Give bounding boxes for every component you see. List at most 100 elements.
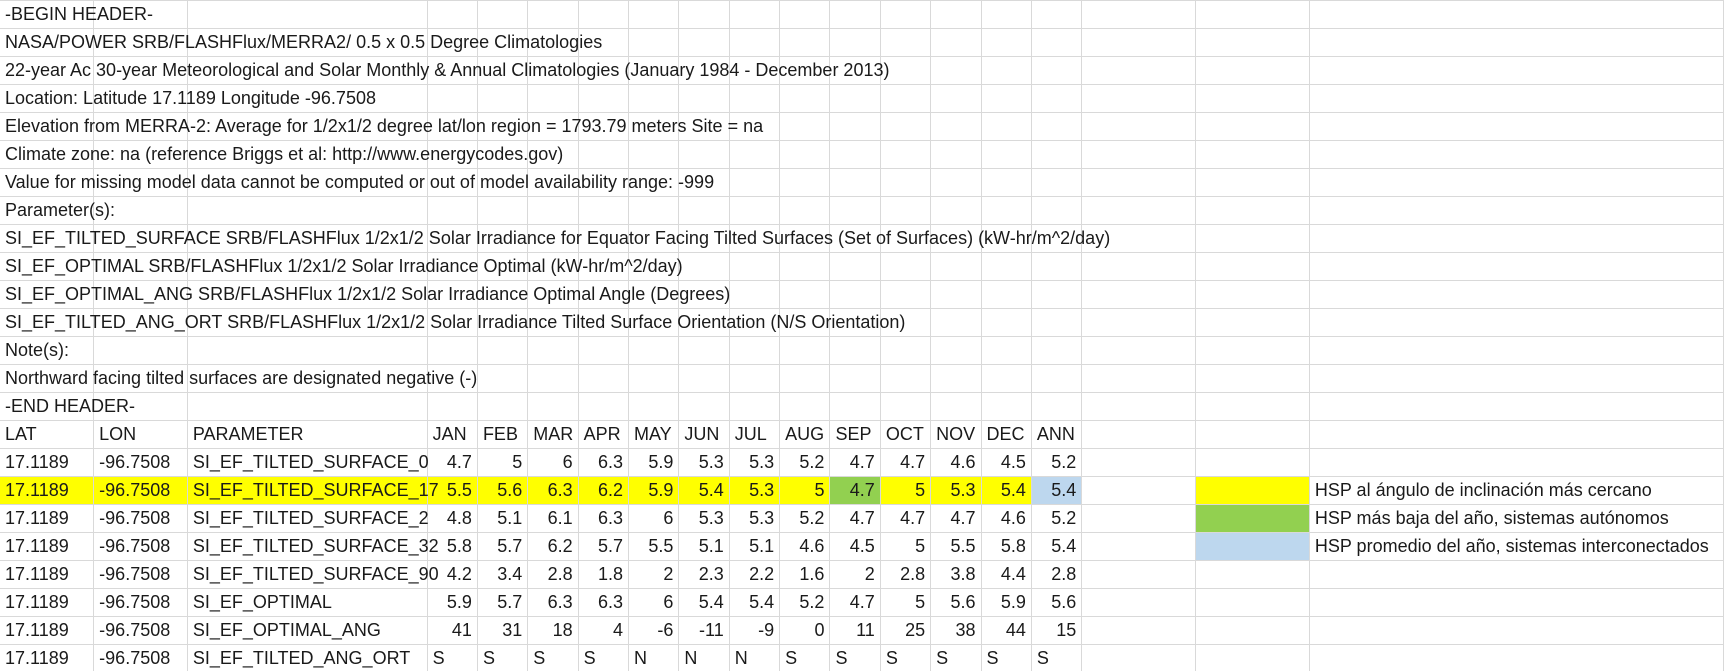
cell[interactable] xyxy=(1081,196,1197,225)
data-cell[interactable]: 5.3 xyxy=(729,504,781,533)
cell[interactable] xyxy=(93,336,188,365)
cell[interactable] xyxy=(1081,588,1197,617)
data-cell[interactable]: 38 xyxy=(930,616,982,645)
cell[interactable] xyxy=(477,224,529,253)
cell[interactable] xyxy=(880,308,932,337)
cell[interactable] xyxy=(1081,504,1197,533)
cell[interactable] xyxy=(779,140,831,169)
data-cell[interactable]: SI_EF_TILTED_ANG_ORT xyxy=(187,644,428,671)
cell[interactable] xyxy=(729,280,781,309)
cell[interactable] xyxy=(829,308,881,337)
cell[interactable] xyxy=(829,168,881,197)
data-cell[interactable]: 6.2 xyxy=(578,476,630,505)
cell[interactable] xyxy=(578,280,630,309)
cell[interactable] xyxy=(880,0,932,29)
cell[interactable] xyxy=(981,112,1032,141)
cell[interactable] xyxy=(1195,336,1310,365)
data-cell[interactable]: 5.6 xyxy=(1031,588,1083,617)
cell[interactable] xyxy=(1195,196,1310,225)
data-cell[interactable]: 5.4 xyxy=(1031,476,1083,505)
cell[interactable] xyxy=(1195,448,1310,477)
cell[interactable] xyxy=(427,140,478,169)
data-cell[interactable]: -96.7508 xyxy=(93,560,188,589)
cell[interactable] xyxy=(729,112,781,141)
cell[interactable] xyxy=(1081,560,1197,589)
cell[interactable] xyxy=(1309,308,1724,337)
cell[interactable] xyxy=(628,0,680,29)
cell[interactable] xyxy=(1031,168,1083,197)
data-cell[interactable]: 11 xyxy=(829,616,881,645)
cell[interactable] xyxy=(1309,448,1724,477)
cell[interactable] xyxy=(779,0,831,29)
data-cell[interactable]: S xyxy=(578,644,630,671)
cell[interactable] xyxy=(678,308,730,337)
header-line-cell[interactable]: -BEGIN HEADER- xyxy=(0,0,153,29)
data-cell[interactable]: 5.6 xyxy=(477,476,529,505)
column-header-jul[interactable]: JUL xyxy=(729,420,781,449)
header-line-cell[interactable]: Location: Latitude 17.1189 Longitude -96… xyxy=(0,84,376,113)
cell[interactable] xyxy=(678,196,730,225)
data-cell[interactable]: 5 xyxy=(880,588,932,617)
cell[interactable] xyxy=(187,112,428,141)
cell[interactable] xyxy=(187,84,428,113)
cell[interactable] xyxy=(1309,616,1724,645)
cell[interactable] xyxy=(729,308,781,337)
cell[interactable] xyxy=(930,392,982,421)
cell[interactable] xyxy=(527,392,579,421)
data-cell[interactable]: 4.7 xyxy=(880,504,932,533)
data-cell[interactable]: 15 xyxy=(1031,616,1083,645)
column-header-ann[interactable]: ANN xyxy=(1031,420,1083,449)
cell[interactable] xyxy=(729,336,781,365)
data-cell[interactable]: 5.4 xyxy=(729,588,781,617)
data-cell[interactable]: SI_EF_TILTED_SURFACE_32 xyxy=(187,532,439,561)
cell[interactable] xyxy=(1031,56,1083,85)
cell[interactable] xyxy=(93,84,188,113)
cell[interactable] xyxy=(829,84,881,113)
data-cell[interactable]: -96.7508 xyxy=(93,476,188,505)
cell[interactable] xyxy=(1031,112,1083,141)
data-cell[interactable]: SI_EF_TILTED_SURFACE_17 xyxy=(187,476,439,505)
cell[interactable] xyxy=(1195,252,1310,281)
cell[interactable] xyxy=(1031,28,1083,57)
cell[interactable] xyxy=(427,252,478,281)
data-cell[interactable]: S xyxy=(527,644,579,671)
cell[interactable] xyxy=(829,280,881,309)
cell[interactable] xyxy=(729,392,781,421)
cell[interactable] xyxy=(628,196,680,225)
data-cell[interactable]: 3.8 xyxy=(930,560,982,589)
data-cell[interactable]: 1.6 xyxy=(779,560,831,589)
data-cell[interactable]: 5.3 xyxy=(729,448,781,477)
cell[interactable] xyxy=(678,224,730,253)
cell[interactable] xyxy=(477,0,529,29)
data-cell[interactable]: 6 xyxy=(628,588,680,617)
cell[interactable] xyxy=(628,308,680,337)
cell[interactable] xyxy=(678,140,730,169)
column-header-lon[interactable]: LON xyxy=(93,420,188,449)
cell[interactable] xyxy=(578,0,630,29)
cell[interactable] xyxy=(1309,280,1724,309)
cell[interactable] xyxy=(527,84,579,113)
cell[interactable] xyxy=(779,364,831,393)
cell[interactable] xyxy=(527,196,579,225)
cell[interactable] xyxy=(930,224,982,253)
cell[interactable] xyxy=(1031,252,1083,281)
data-cell[interactable]: -6 xyxy=(628,616,680,645)
cell[interactable] xyxy=(678,56,730,85)
data-cell[interactable]: S xyxy=(829,644,881,671)
cell[interactable] xyxy=(1309,588,1724,617)
cell[interactable] xyxy=(779,112,831,141)
data-cell[interactable]: -96.7508 xyxy=(93,448,188,477)
cell[interactable] xyxy=(1309,140,1724,169)
cell[interactable] xyxy=(1081,28,1197,57)
data-cell[interactable]: 5.1 xyxy=(678,532,730,561)
cell[interactable] xyxy=(1081,140,1197,169)
cell[interactable] xyxy=(930,0,982,29)
cell[interactable] xyxy=(1195,28,1310,57)
data-cell[interactable]: N xyxy=(678,644,730,671)
column-header-nov[interactable]: NOV xyxy=(930,420,982,449)
cell[interactable] xyxy=(829,252,881,281)
data-cell[interactable]: 6.3 xyxy=(578,448,630,477)
data-cell[interactable]: 17.1189 xyxy=(0,476,95,505)
cell[interactable] xyxy=(981,196,1032,225)
cell[interactable] xyxy=(477,364,529,393)
